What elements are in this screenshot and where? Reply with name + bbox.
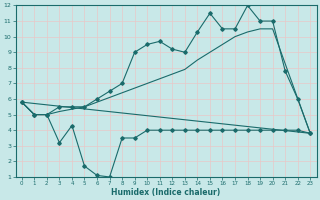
X-axis label: Humidex (Indice chaleur): Humidex (Indice chaleur) <box>111 188 221 197</box>
